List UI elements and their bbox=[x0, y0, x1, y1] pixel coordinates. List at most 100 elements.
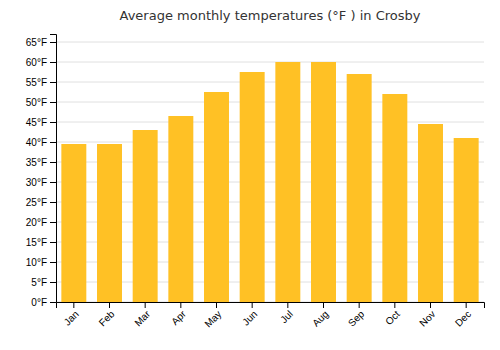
x-tick-mark bbox=[287, 302, 288, 308]
x-tick-label: Apr bbox=[169, 308, 188, 327]
x-tick: Sep bbox=[346, 302, 367, 329]
y-tick-mark bbox=[50, 42, 56, 43]
x-tick-mark bbox=[109, 302, 110, 308]
x-tick-mark bbox=[394, 302, 395, 308]
y-tick-label: 60°F bbox=[26, 57, 47, 68]
y-tick: 35°F bbox=[26, 157, 56, 168]
y-tick-label: 15°F bbox=[26, 237, 47, 248]
bar bbox=[454, 138, 479, 302]
x-axis: Jan Feb Mar Apr May Jun Jul Aug Sep Oct Nov Dec bbox=[57, 302, 485, 330]
y-tick-label: 20°F bbox=[26, 217, 47, 228]
y-tick: 50°F bbox=[26, 97, 56, 108]
y-tick-mark bbox=[50, 142, 56, 143]
y-tick: 5°F bbox=[31, 277, 56, 288]
x-tick-label: Jul bbox=[278, 308, 295, 325]
chart: 0°F 5°F 10°F 15°F 20°F 25°F 30°F 35°F 40°F 45°F 50… bbox=[0, 0, 500, 350]
x-tick-mark bbox=[466, 302, 467, 308]
y-tick: 40°F bbox=[26, 137, 56, 148]
y-tick-label: 25°F bbox=[26, 197, 47, 208]
x-tick-mark bbox=[216, 302, 217, 308]
x-tick-label: May bbox=[202, 308, 223, 329]
y-tick: 60°F bbox=[26, 57, 56, 68]
y-tick: 25°F bbox=[26, 197, 56, 208]
title: Average monthly temperatures (°F ) in Cr… bbox=[120, 8, 421, 23]
bar bbox=[240, 72, 265, 302]
x-tick-mark bbox=[145, 302, 146, 308]
x-axis-line bbox=[57, 303, 485, 309]
bar bbox=[61, 144, 86, 302]
x-tick: Apr bbox=[169, 302, 188, 327]
bar bbox=[418, 124, 443, 302]
grid-line bbox=[56, 42, 484, 43]
y-tick: 55°F bbox=[26, 77, 56, 88]
grid-line bbox=[56, 102, 484, 103]
x-tick: Nov bbox=[417, 302, 437, 329]
bar bbox=[168, 116, 193, 302]
y-tick: 10°F bbox=[26, 257, 56, 268]
x-tick-mark bbox=[359, 302, 360, 308]
x-tick-mark bbox=[323, 302, 324, 308]
bar bbox=[97, 144, 122, 302]
y-tick-mark bbox=[50, 222, 56, 223]
y-tick-label: 65°F bbox=[26, 37, 47, 48]
y-tick: 20°F bbox=[26, 217, 56, 228]
x-tick: Jun bbox=[240, 302, 259, 328]
grid-line bbox=[56, 122, 484, 123]
grid-line bbox=[56, 82, 484, 83]
bar bbox=[275, 62, 300, 302]
y-tick-label: 55°F bbox=[26, 77, 47, 88]
y-tick-label: 10°F bbox=[26, 257, 47, 268]
grid bbox=[56, 42, 484, 302]
bar bbox=[382, 94, 407, 302]
x-tick-label: Feb bbox=[97, 308, 117, 328]
x-tick: Feb bbox=[97, 302, 117, 328]
x-tick-mark bbox=[430, 302, 431, 308]
y-tick: 45°F bbox=[26, 117, 56, 128]
x-tick-mark bbox=[252, 302, 253, 308]
y-tick-label: 50°F bbox=[26, 97, 47, 108]
y-tick-mark bbox=[50, 242, 56, 243]
x-tick: Oct bbox=[383, 302, 402, 327]
bars bbox=[61, 62, 478, 302]
y-tick-label: 40°F bbox=[26, 137, 47, 148]
y-tick-label: 30°F bbox=[26, 177, 47, 188]
x-tick-label: Aug bbox=[310, 308, 330, 328]
y-tick-mark bbox=[50, 62, 56, 63]
y-tick-mark bbox=[50, 102, 56, 103]
y-tick-label: 5°F bbox=[31, 277, 47, 288]
y-tick-mark bbox=[50, 162, 56, 163]
x-tick-label: Sep bbox=[346, 308, 367, 329]
y-tick: 0°F bbox=[31, 297, 56, 308]
y-axis: 0°F 5°F 10°F 15°F 20°F 25°F 30°F 35°F 40°F 45°F 50… bbox=[26, 35, 57, 308]
x-tick-label: Jun bbox=[240, 308, 259, 327]
y-tick-mark bbox=[50, 182, 56, 183]
bar bbox=[133, 130, 158, 302]
x-tick-label: Mar bbox=[132, 308, 152, 328]
y-tick-mark bbox=[50, 122, 56, 123]
y-tick: 15°F bbox=[26, 237, 56, 248]
x-tick: Jan bbox=[62, 302, 81, 328]
y-tick: 30°F bbox=[26, 177, 56, 188]
y-axis-line bbox=[50, 35, 57, 303]
y-tick-mark bbox=[50, 282, 56, 283]
plot: 0°F 5°F 10°F 15°F 20°F 25°F 30°F 35°F 40°F 45°F 50… bbox=[26, 35, 485, 330]
x-tick: Mar bbox=[132, 302, 152, 328]
y-tick-mark bbox=[50, 82, 56, 83]
y-tick-mark bbox=[50, 262, 56, 263]
x-tick: Dec bbox=[453, 302, 473, 329]
y-tick-label: 45°F bbox=[26, 117, 47, 128]
y-tick-label: 35°F bbox=[26, 157, 47, 168]
y-tick-mark bbox=[50, 202, 56, 203]
x-tick: May bbox=[202, 302, 223, 330]
x-tick-label: Nov bbox=[417, 308, 437, 328]
y-tick-label: 0°F bbox=[31, 297, 47, 308]
x-tick-mark bbox=[180, 302, 181, 308]
x-tick: Jul bbox=[278, 302, 295, 325]
grid-line bbox=[56, 62, 484, 63]
x-tick-label: Jan bbox=[62, 308, 81, 327]
x-tick-mark bbox=[73, 302, 74, 308]
x-tick: Aug bbox=[310, 302, 330, 329]
bar bbox=[204, 92, 229, 302]
y-tick: 65°F bbox=[26, 37, 56, 48]
x-tick-label: Dec bbox=[453, 308, 473, 328]
